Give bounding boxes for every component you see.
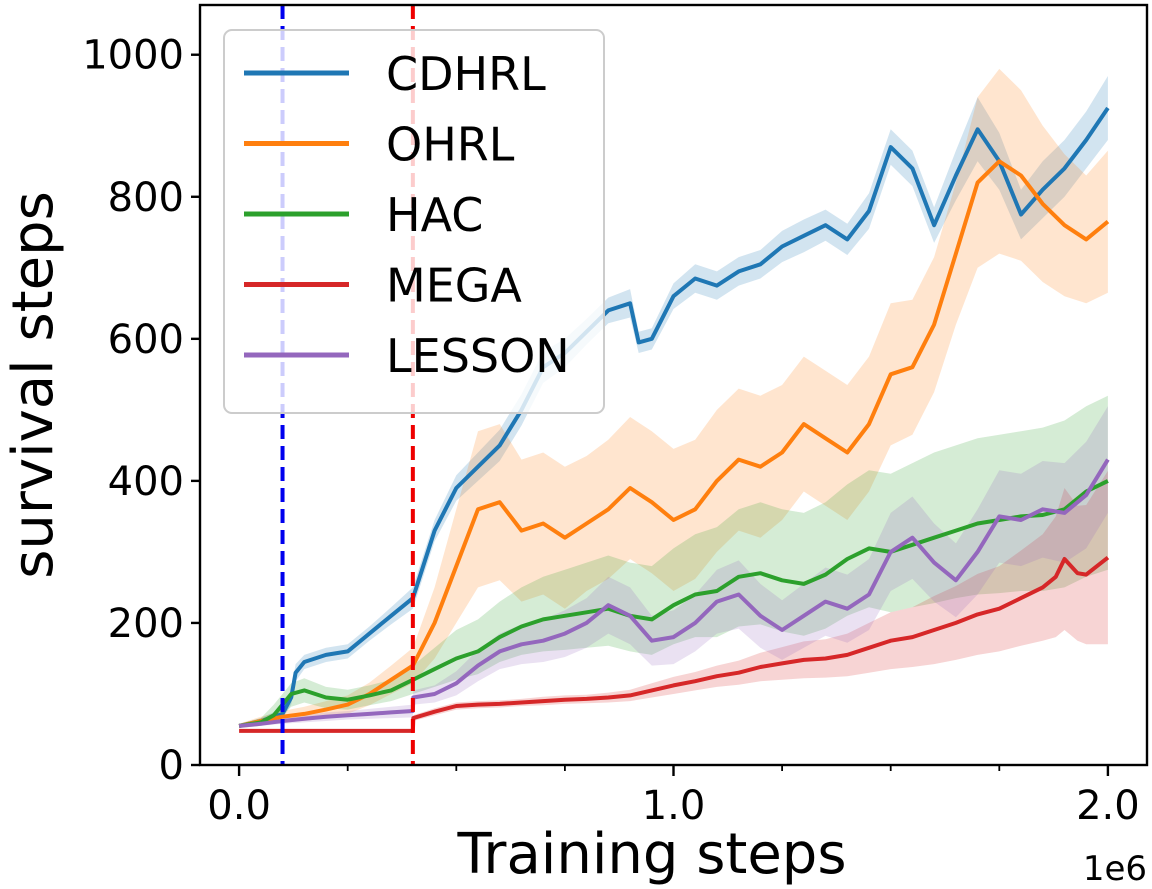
legend-box bbox=[223, 29, 605, 414]
y-tick-label: 200 bbox=[108, 601, 184, 647]
series-lines bbox=[238, 106, 1110, 733]
legend: CDHRL OHRL HAC MEGA LESSON bbox=[223, 29, 605, 414]
y-tick-label: 400 bbox=[108, 459, 184, 505]
x-tick-label: 1.0 bbox=[642, 783, 706, 829]
hac-legend-label: HAC bbox=[386, 188, 483, 242]
y-axis-ticks: 0 200 400 600 800 1000 bbox=[82, 33, 200, 789]
lesson-band bbox=[239, 406, 1108, 729]
x-axis-offset-label: 1e6 bbox=[1083, 849, 1147, 889]
mega-legend-label: MEGA bbox=[386, 259, 522, 313]
cdhrl-legend-label: CDHRL bbox=[386, 47, 546, 101]
hac-band bbox=[239, 395, 1108, 729]
cdhrl-line bbox=[238, 106, 1110, 728]
y-tick-label: 1000 bbox=[82, 33, 184, 79]
y-axis-title: survival steps bbox=[1, 191, 66, 579]
y-tick-label: 600 bbox=[108, 317, 184, 363]
x-tick-label: 0.0 bbox=[207, 783, 271, 829]
ohrl-legend-label: OHRL bbox=[386, 118, 515, 172]
lesson-legend-label: LESSON bbox=[386, 329, 570, 383]
x-axis-ticks: 0.0 1.0 2.0 bbox=[207, 765, 1140, 829]
y-tick-label: 800 bbox=[108, 175, 184, 221]
x-axis-title: Training steps bbox=[456, 822, 846, 887]
x-tick-label: 2.0 bbox=[1076, 783, 1140, 829]
mega-band bbox=[239, 470, 1108, 731]
y-tick-label: 0 bbox=[159, 743, 184, 789]
